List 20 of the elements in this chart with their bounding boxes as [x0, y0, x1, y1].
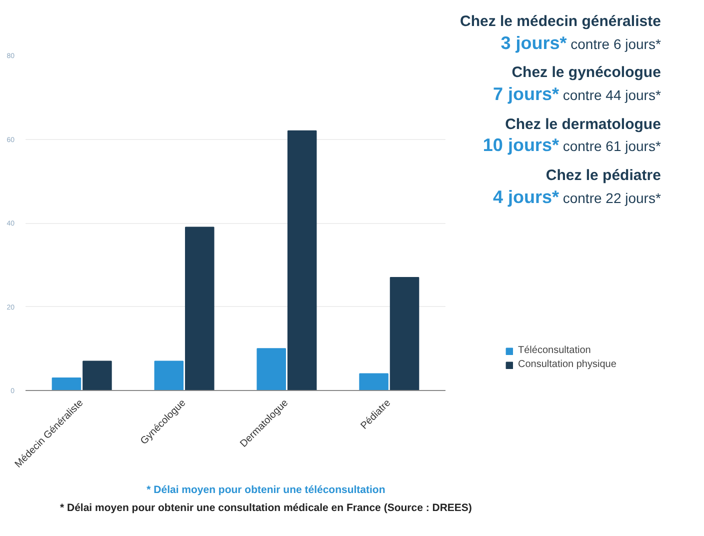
bar	[82, 360, 112, 390]
text: * Délai moyen pour obtenir une téléconsultation	[146, 483, 386, 498]
bar	[256, 348, 286, 390]
text: 4 jours* contre 22 jours*	[492, 186, 661, 208]
bar	[359, 373, 388, 390]
bar	[287, 130, 317, 390]
legend-label: Téléconsultation	[518, 345, 591, 356]
bar	[185, 226, 214, 390]
text: * Délai moyen pour obtenir une consultation médicale en France (Source : DREES)	[60, 500, 472, 516]
bar	[52, 377, 82, 390]
text: Chez le dermatologue	[504, 116, 661, 134]
text: Chez le médecin généraliste	[460, 13, 661, 32]
text: 3 jours* contre 6 jours*	[500, 32, 661, 54]
bar	[154, 360, 184, 390]
text: Chez le gynécologue	[510, 64, 661, 83]
text: Chez le pédiatre	[544, 166, 661, 186]
text: 10 jours* contre 61 jours*	[482, 134, 661, 157]
bar	[390, 276, 420, 390]
text: 7 jours* contre 44 jours*	[492, 83, 661, 106]
legend-label: Consultation physique	[518, 359, 616, 370]
